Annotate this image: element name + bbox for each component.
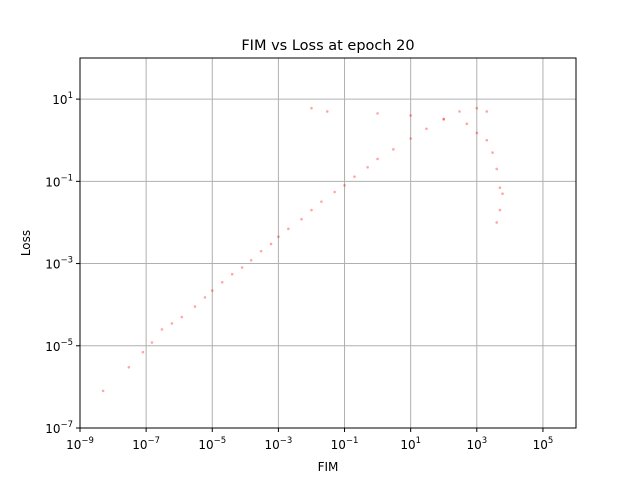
data-point — [220, 280, 224, 284]
data-point — [376, 112, 379, 115]
chart-title: FIM vs Loss at epoch 20 — [241, 38, 414, 54]
data-point — [442, 117, 446, 121]
data-point — [498, 208, 502, 212]
data-point — [475, 131, 479, 135]
data-point — [230, 272, 234, 276]
data-point — [203, 296, 207, 299]
x-tick-label: 105 — [533, 436, 554, 452]
grid — [79, 58, 576, 429]
y-tick-label: 101 — [52, 91, 73, 107]
data-point — [495, 221, 499, 224]
x-tick-label: 10−9 — [66, 436, 94, 452]
data-point — [475, 106, 479, 110]
data-point — [269, 242, 273, 246]
data-point — [259, 249, 263, 253]
data-point — [442, 118, 446, 121]
y-axis-label: Loss — [19, 230, 33, 256]
x-tick-label: 10−1 — [331, 436, 359, 452]
data-point — [343, 184, 346, 187]
y-tick-label: 10−1 — [45, 173, 73, 189]
data-point — [101, 389, 105, 393]
data-point — [310, 208, 313, 212]
data-point — [491, 151, 494, 154]
y-tick-label: 10−5 — [45, 338, 73, 354]
data-point — [160, 328, 164, 331]
data-point — [180, 315, 184, 319]
data-point — [376, 157, 379, 161]
data-point — [409, 137, 412, 140]
x-tick-label: 10−5 — [198, 436, 226, 452]
plot-frame — [79, 57, 577, 429]
data-point — [300, 217, 303, 221]
data-point — [310, 106, 313, 110]
x-tick-label: 10−3 — [264, 436, 292, 452]
data-point — [193, 305, 197, 308]
data-point — [465, 122, 469, 126]
x-axis-label: FIM — [318, 460, 339, 474]
data-point — [495, 167, 499, 171]
data-point — [485, 138, 489, 142]
data-point — [366, 165, 369, 169]
data-point — [485, 110, 489, 113]
x-tick-label: 101 — [400, 436, 421, 452]
data-point — [277, 235, 280, 239]
data-point — [320, 200, 323, 203]
data-point — [498, 186, 502, 190]
data-point — [392, 148, 395, 151]
data-point — [170, 322, 174, 325]
data-point — [150, 341, 154, 344]
y-tick-label: 10−7 — [45, 420, 73, 436]
data-point — [353, 175, 356, 178]
scatter-points — [101, 106, 504, 393]
x-tick-label: 10−7 — [132, 436, 160, 452]
data-point — [127, 365, 131, 369]
data-point — [240, 266, 244, 269]
data-point — [409, 114, 412, 117]
y-tick-label: 10−3 — [45, 256, 73, 272]
data-point — [458, 110, 461, 113]
data-point — [249, 259, 253, 262]
data-point — [141, 350, 145, 354]
data-point — [501, 192, 504, 196]
data-point — [333, 190, 336, 194]
x-axis-ticks: 10−9 10−7 10−5 10−3 10−1 101 103 105 — [66, 428, 553, 452]
data-point — [325, 110, 329, 113]
x-tick-label: 103 — [466, 436, 487, 452]
data-point — [287, 227, 290, 231]
data-point — [425, 127, 428, 131]
data-point — [210, 289, 214, 292]
y-axis-ticks: 10−7 10−5 10−3 10−1 101 — [45, 91, 80, 436]
